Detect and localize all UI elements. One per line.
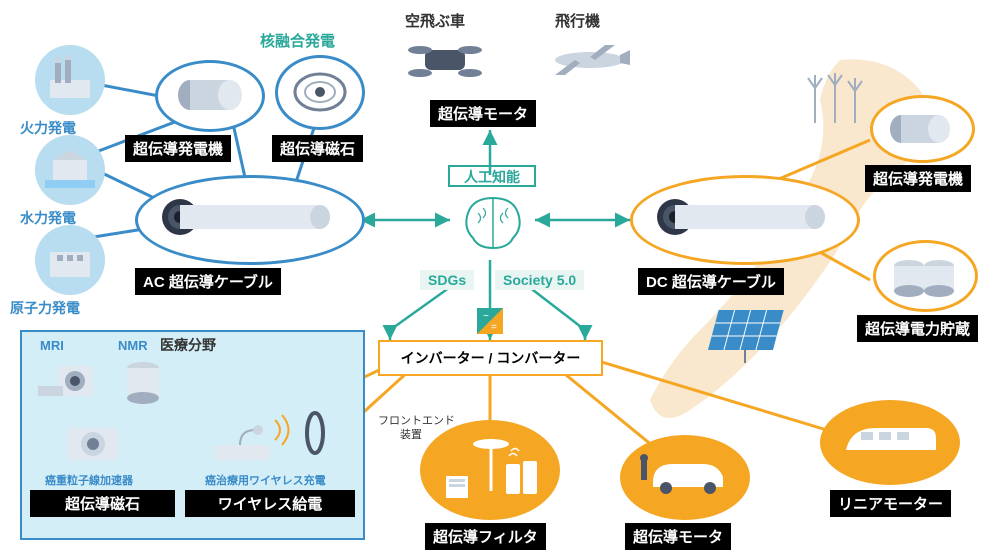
sc-generator-r-icon bbox=[883, 105, 963, 153]
filter-icon bbox=[438, 432, 543, 504]
hydro-icon bbox=[40, 140, 100, 195]
label-sc-motor-b: 超伝導モータ bbox=[625, 523, 731, 550]
svg-text:=: = bbox=[491, 322, 497, 333]
thermal-icon bbox=[40, 50, 100, 105]
svg-text:~: ~ bbox=[483, 311, 489, 322]
label-wireless-cancer: 癌治療用ワイヤレス充電 bbox=[205, 472, 326, 488]
label-nmr: NMR bbox=[118, 338, 148, 353]
wind-turbine-icon bbox=[800, 70, 870, 130]
label-fusion: 核融合発電 bbox=[260, 30, 335, 51]
label-sc-magnet-m: 超伝導磁石 bbox=[30, 490, 175, 517]
nuclear-icon bbox=[40, 232, 100, 287]
label-accelerator: 癌重粒子線加速器 bbox=[45, 472, 133, 488]
fusion-magnet-icon bbox=[285, 65, 355, 120]
flying-car-icon bbox=[400, 30, 490, 90]
label-mri: MRI bbox=[40, 338, 64, 353]
label-airplane: 飛行機 bbox=[555, 10, 600, 31]
label-wireless-power: ワイヤレス給電 bbox=[185, 490, 355, 517]
ac-cable-icon bbox=[155, 190, 345, 245]
label-ac-cable: AC 超伝導ケーブル bbox=[135, 268, 281, 295]
diagram-canvas: 空飛ぶ車 飛行機 超伝導モータ 火力発電 水力発電 原子力発電 核融合発電 超伝… bbox=[0, 0, 1000, 553]
label-linear: リニアモーター bbox=[830, 490, 951, 517]
label-sc-generator-r: 超伝導発電機 bbox=[865, 165, 971, 192]
sc-storage-icon bbox=[885, 250, 967, 302]
label-flying-car: 空飛ぶ車 bbox=[405, 10, 465, 31]
label-sc-magnet: 超伝導磁石 bbox=[272, 135, 363, 162]
converter-symbol: ~= bbox=[477, 308, 503, 334]
label-society: Society 5.0 bbox=[495, 270, 584, 290]
dc-cable-icon bbox=[650, 190, 840, 245]
solar-panel-icon bbox=[700, 300, 800, 370]
nmr-icon bbox=[115, 355, 170, 410]
label-ai: 人工知能 bbox=[448, 165, 536, 187]
linear-icon bbox=[838, 415, 943, 465]
label-sdgs: SDGs bbox=[420, 270, 474, 290]
label-dc-cable: DC 超伝導ケーブル bbox=[638, 268, 784, 295]
mri-icon bbox=[30, 355, 105, 405]
brain-icon bbox=[450, 190, 535, 260]
label-sc-filter: 超伝導フィルタ bbox=[425, 523, 546, 550]
label-device: 装置 bbox=[400, 426, 422, 442]
airplane-icon bbox=[540, 30, 640, 90]
label-sc-motor-top: 超伝導モータ bbox=[430, 100, 536, 127]
label-medical-title: 医療分野 bbox=[160, 335, 216, 355]
label-sc-storage: 超伝導電力貯蔵 bbox=[857, 315, 978, 342]
label-sc-generator: 超伝導発電機 bbox=[125, 135, 231, 162]
ev-icon bbox=[635, 448, 735, 503]
sc-generator-icon bbox=[170, 70, 250, 120]
label-converter: インバーター / コンバーター bbox=[378, 340, 603, 376]
label-nuclear: 原子力発電 bbox=[10, 298, 80, 318]
accelerator-icon bbox=[55, 415, 135, 470]
wireless-charge-icon bbox=[205, 400, 335, 470]
